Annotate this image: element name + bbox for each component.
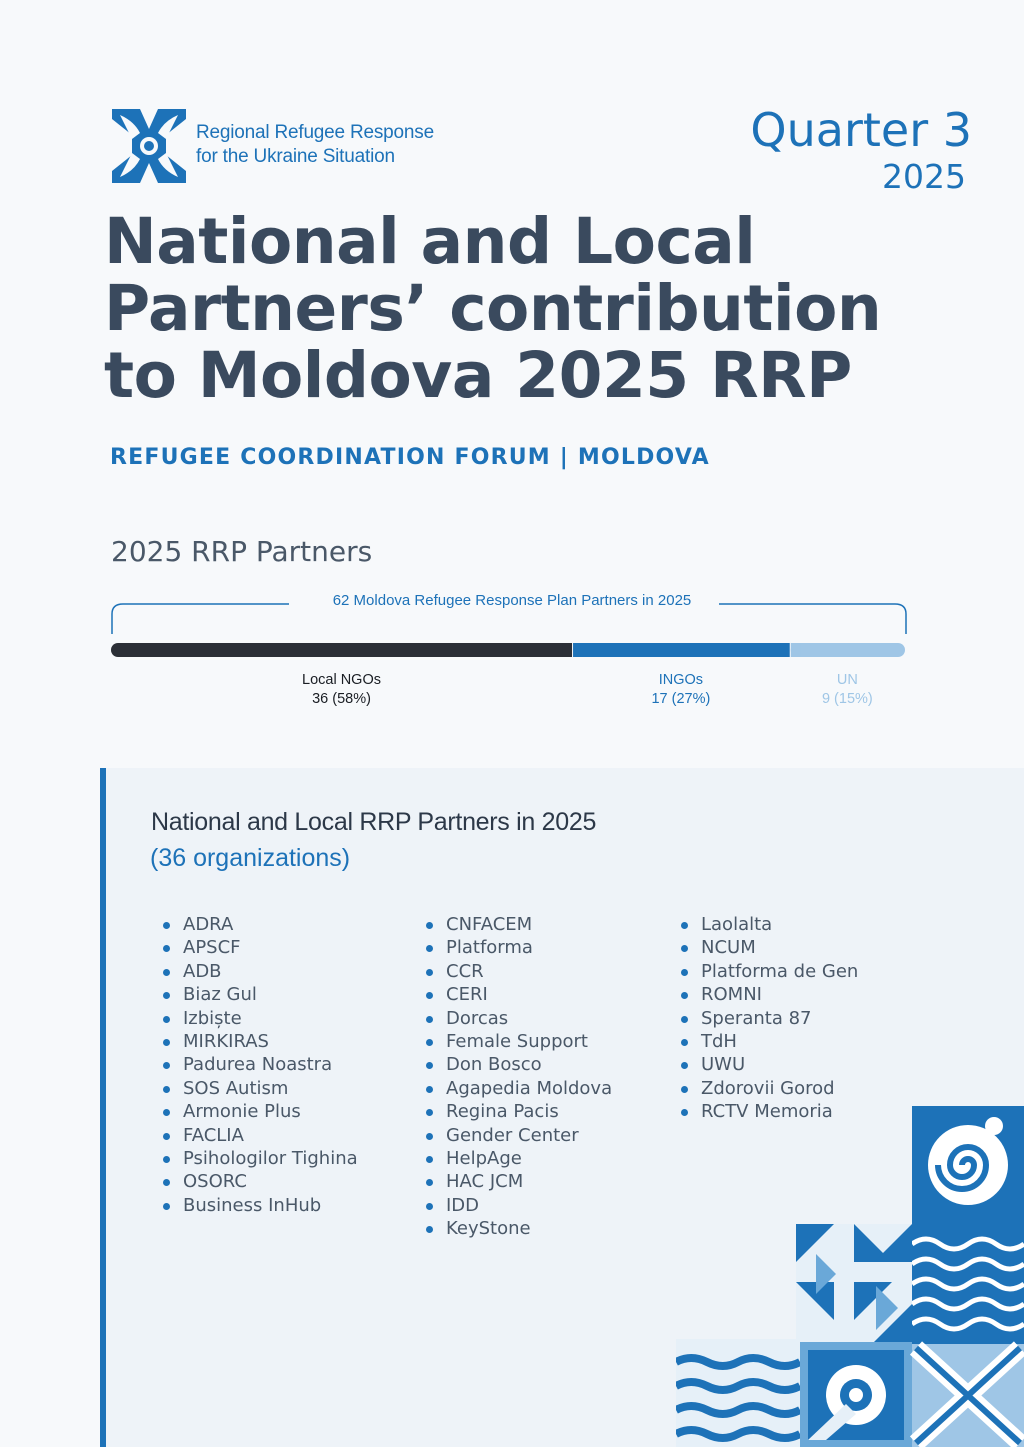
partner-list-item: SOS Autism	[163, 1077, 358, 1100]
partner-list-item: HelpAge	[426, 1147, 612, 1170]
partners-heading: 2025 RRP Partners	[111, 535, 373, 568]
segment-value: 17 (27%)	[651, 691, 711, 707]
segment-name: INGOs	[658, 672, 704, 688]
partner-list-item: UWU	[681, 1053, 858, 1076]
partner-list-item: Business InHub	[163, 1194, 358, 1217]
partner-list-item: Regina Pacis	[426, 1100, 612, 1123]
bracket-label: 62 Moldova Refugee Response Plan Partner…	[332, 592, 692, 609]
partner-list-item: ROMNI	[681, 983, 858, 1006]
partner-list-item: Dorcas	[426, 1007, 612, 1030]
partner-list-item: ADRA	[163, 913, 358, 936]
partner-list-item: Female Support	[426, 1030, 612, 1053]
partner-list-col-3: Laolalta NCUM Platforma de Gen ROMNI Sperant…	[681, 913, 858, 1124]
bar-segment-ingos	[573, 643, 790, 657]
partner-list-item: Armonie Plus	[163, 1100, 358, 1123]
segment-name: UN	[836, 672, 858, 688]
panel-title: National and Local RRP Partners in 2025	[151, 808, 597, 836]
bar-segment-un	[790, 643, 905, 657]
year-label: 2025	[882, 157, 966, 196]
partner-list-item: Speranta 87	[681, 1007, 858, 1030]
partner-list-item: Gender Center	[426, 1124, 612, 1147]
decorative-mosaic	[676, 1106, 1024, 1447]
page-title: National and Local Partners’ contributio…	[104, 208, 924, 409]
title-line-3: to Moldova 2025 RRP	[104, 339, 852, 412]
partner-list-item: Agapedia Moldova	[426, 1077, 612, 1100]
partners-bar-svg	[111, 643, 905, 657]
segment-label-un: UN 9 (15%)	[790, 671, 905, 709]
segment-label-local-ngos: Local NGOs 36 (58%)	[111, 671, 572, 709]
partner-list-item: Padurea Noastra	[163, 1053, 358, 1076]
partner-list-item: Zdorovii Gorod	[681, 1077, 858, 1100]
partner-list-item: ADB	[163, 960, 358, 983]
partner-list-item: HAC JCM	[426, 1170, 612, 1193]
partner-list-item: MIRKIRAS	[163, 1030, 358, 1053]
partner-list-item: Platforma	[426, 936, 612, 959]
partner-list-item: CNFACEM	[426, 913, 612, 936]
bar-segment-fill	[562, 643, 573, 657]
partner-list-item: APSCF	[163, 936, 358, 959]
partner-list-item: CERI	[426, 983, 612, 1006]
partners-bar	[111, 642, 905, 657]
partner-list-item: Platforma de Gen	[681, 960, 858, 983]
partner-list-item: RCTV Memoria	[681, 1100, 858, 1123]
partner-list-item: FACLIA	[163, 1124, 358, 1147]
partner-list-item: Izbiște	[163, 1007, 358, 1030]
subtitle: REFUGEE COORDINATION FORUM | MOLDOVA	[110, 445, 710, 470]
partner-list-col-2: CNFACEM Platforma CCR CERI Dorcas Female Supp…	[426, 913, 612, 1240]
title-line-2: Partners’ contribution	[104, 272, 882, 345]
logo-line-2: for the Ukraine Situation	[196, 146, 395, 167]
partner-list-item: OSORC	[163, 1170, 358, 1193]
partner-list-item: NCUM	[681, 936, 858, 959]
partner-list-item: IDD	[426, 1194, 612, 1217]
partner-list-col-1: ADRA APSCF ADB Biaz Gul Izbiște MIRKIRAS Padur…	[163, 913, 358, 1217]
panel-count: (36 organizations)	[150, 844, 351, 872]
logo-wordmark: Regional Refugee Response for the Ukrain…	[196, 121, 434, 169]
bar-segment-local-ngos	[111, 643, 573, 657]
partner-list-item: Laolalta	[681, 913, 858, 936]
partner-list-item: KeyStone	[426, 1217, 612, 1240]
partner-list-item: TdH	[681, 1030, 858, 1053]
partner-list-item: CCR	[426, 960, 612, 983]
quarter-label: Quarter 3	[750, 103, 972, 157]
segment-label-ingos: INGOs 17 (27%)	[572, 671, 790, 709]
partner-list-item: Psihologilor Tighina	[163, 1147, 358, 1170]
partner-list-item: Don Bosco	[426, 1053, 612, 1076]
bar-segment-fill	[790, 643, 801, 657]
partner-list-item: Biaz Gul	[163, 983, 358, 1006]
title-line-1: National and Local	[104, 205, 756, 278]
rrp-logo-icon	[112, 109, 186, 183]
segment-value: 9 (15%)	[821, 691, 873, 707]
segment-value: 36 (58%)	[312, 691, 371, 707]
partners-bracket	[111, 603, 907, 634]
logo-line-1: Regional Refugee Response	[196, 122, 434, 143]
segment-name: Local NGOs	[302, 672, 381, 688]
